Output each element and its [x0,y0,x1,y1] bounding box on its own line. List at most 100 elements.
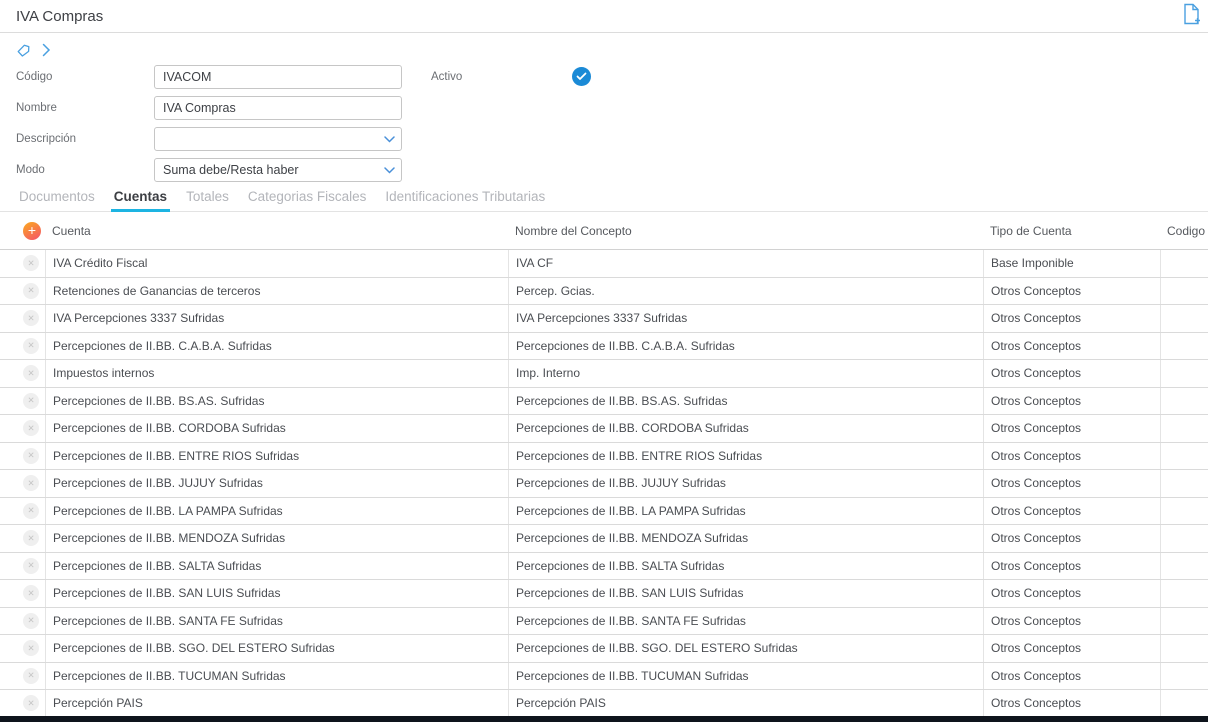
cell-tipo[interactable]: Otros Conceptos [983,497,1160,524]
cell-concepto[interactable]: Percepciones de II.BB. SANTA FE Sufridas [508,607,983,634]
cell-concepto[interactable]: Percepción PAIS [508,690,983,717]
cell-codigo[interactable] [1160,470,1208,497]
cell-concepto[interactable]: Percepciones de II.BB. TUCUMAN Sufridas [508,662,983,689]
cell-codigo[interactable] [1160,497,1208,524]
cell-concepto[interactable]: IVA CF [508,250,983,277]
cell-tipo[interactable]: Otros Conceptos [983,442,1160,469]
cell-concepto[interactable]: Percepciones de II.BB. ENTRE RIOS Sufrid… [508,442,983,469]
delete-row-button[interactable]: ✕ [23,310,39,327]
cell-cuenta[interactable]: Percepciones de II.BB. CORDOBA Sufridas [45,415,508,442]
cell-concepto[interactable]: Percepciones de II.BB. CORDOBA Sufridas [508,415,983,442]
cell-codigo[interactable] [1160,552,1208,579]
cell-codigo[interactable] [1160,525,1208,552]
codigo-input[interactable] [154,64,402,89]
cell-codigo[interactable] [1160,442,1208,469]
cell-codigo[interactable] [1160,277,1208,304]
cell-concepto[interactable]: Percepciones de II.BB. LA PAMPA Sufridas [508,497,983,524]
delete-row-button[interactable]: ✕ [23,365,39,382]
new-document-button[interactable] [1179,3,1203,29]
cell-tipo[interactable]: Otros Conceptos [983,305,1160,332]
delete-row-button[interactable]: ✕ [23,475,39,492]
cell-tipo[interactable]: Otros Conceptos [983,470,1160,497]
cell-tipo[interactable]: Otros Conceptos [983,387,1160,414]
delete-row-button[interactable]: ✕ [23,337,39,354]
descripcion-select[interactable] [154,126,402,151]
cell-tipo[interactable]: Otros Conceptos [983,690,1160,717]
cell-tipo[interactable]: Otros Conceptos [983,415,1160,442]
cell-codigo[interactable] [1160,662,1208,689]
cell-concepto[interactable]: Percep. Gcias. [508,277,983,304]
cell-concepto[interactable]: Percepciones de II.BB. SGO. DEL ESTERO S… [508,635,983,662]
cell-cuenta[interactable]: Percepciones de II.BB. SANTA FE Sufridas [45,607,508,634]
cell-tipo[interactable]: Otros Conceptos [983,277,1160,304]
cell-concepto[interactable]: Percepciones de II.BB. C.A.B.A. Sufridas [508,332,983,359]
cell-tipo[interactable]: Otros Conceptos [983,360,1160,387]
delete-row-button[interactable]: ✕ [23,420,39,437]
cell-cuenta[interactable]: Percepciones de II.BB. ENTRE RIOS Sufrid… [45,442,508,469]
cell-cuenta[interactable]: IVA Crédito Fiscal [45,250,508,277]
modo-select[interactable]: Suma debe/Resta haber [154,157,402,182]
tab-identificaciones-tributarias[interactable]: Identificaciones Tributarias [385,189,546,204]
delete-row-button[interactable]: ✕ [23,667,39,684]
tab-cuentas[interactable]: Cuentas [110,189,171,212]
cell-cuenta[interactable]: Percepciones de II.BB. SALTA Sufridas [45,552,508,579]
cell-cuenta[interactable]: IVA Percepciones 3337 Sufridas [45,305,508,332]
cell-codigo[interactable] [1160,250,1208,277]
cell-concepto[interactable]: Imp. Interno [508,360,983,387]
delete-row-button[interactable]: ✕ [23,502,39,519]
delete-row-button[interactable]: ✕ [23,557,39,574]
cell-cuenta[interactable]: Percepción PAIS [45,690,508,717]
cell-concepto[interactable]: Percepciones de II.BB. MENDOZA Sufridas [508,525,983,552]
delete-row-button[interactable]: ✕ [23,585,39,602]
cell-codigo[interactable] [1160,387,1208,414]
cell-codigo[interactable] [1160,635,1208,662]
tab-documentos[interactable]: Documentos [19,189,95,204]
tag-icon[interactable] [16,43,31,58]
cell-codigo[interactable] [1160,332,1208,359]
cell-cuenta[interactable]: Percepciones de II.BB. TUCUMAN Sufridas [45,662,508,689]
add-row-button[interactable]: + [23,221,41,240]
delete-row-button[interactable]: ✕ [23,392,39,409]
cell-tipo[interactable]: Base Imponible [983,250,1160,277]
cell-concepto[interactable]: IVA Percepciones 3337 Sufridas [508,305,983,332]
delete-row-button[interactable]: ✕ [23,695,39,712]
cell-tipo[interactable]: Otros Conceptos [983,635,1160,662]
cell-cuenta[interactable]: Percepciones de II.BB. JUJUY Sufridas [45,470,508,497]
delete-row-button[interactable]: ✕ [23,640,39,657]
cell-tipo[interactable]: Otros Conceptos [983,580,1160,607]
cell-tipo[interactable]: Otros Conceptos [983,662,1160,689]
cell-tipo[interactable]: Otros Conceptos [983,525,1160,552]
tab-categorias-fiscales[interactable]: Categorias Fiscales [247,189,367,204]
cell-codigo[interactable] [1160,690,1208,717]
nombre-input[interactable] [154,95,402,120]
cell-codigo[interactable] [1160,607,1208,634]
cell-cuenta[interactable]: Percepciones de II.BB. C.A.B.A. Sufridas [45,332,508,359]
cell-cuenta[interactable]: Percepciones de II.BB. SGO. DEL ESTERO S… [45,635,508,662]
table-row: ✕ Retenciones de Ganancias de terceros P… [0,277,1208,305]
delete-row-button[interactable]: ✕ [23,612,39,629]
cell-cuenta[interactable]: Percepciones de II.BB. SAN LUIS Sufridas [45,580,508,607]
cell-concepto[interactable]: Percepciones de II.BB. SALTA Sufridas [508,552,983,579]
cell-codigo[interactable] [1160,580,1208,607]
cell-cuenta[interactable]: Retenciones de Ganancias de terceros [45,277,508,304]
cell-cuenta[interactable]: Impuestos internos [45,360,508,387]
cell-tipo[interactable]: Otros Conceptos [983,607,1160,634]
cell-concepto[interactable]: Percepciones de II.BB. BS.AS. Sufridas [508,387,983,414]
cell-cuenta[interactable]: Percepciones de II.BB. LA PAMPA Sufridas [45,497,508,524]
delete-row-button[interactable]: ✕ [23,255,39,272]
activo-checkbox[interactable] [572,67,591,86]
cell-cuenta[interactable]: Percepciones de II.BB. BS.AS. Sufridas [45,387,508,414]
cell-codigo[interactable] [1160,305,1208,332]
delete-row-button[interactable]: ✕ [23,530,39,547]
cell-codigo[interactable] [1160,415,1208,442]
cell-codigo[interactable] [1160,360,1208,387]
cell-cuenta[interactable]: Percepciones de II.BB. MENDOZA Sufridas [45,525,508,552]
cell-tipo[interactable]: Otros Conceptos [983,332,1160,359]
tab-totales[interactable]: Totales [186,189,229,204]
cell-concepto[interactable]: Percepciones de II.BB. JUJUY Sufridas [508,470,983,497]
chevron-right-icon[interactable] [42,43,51,57]
cell-tipo[interactable]: Otros Conceptos [983,552,1160,579]
cell-concepto[interactable]: Percepciones de II.BB. SAN LUIS Sufridas [508,580,983,607]
delete-row-button[interactable]: ✕ [23,447,39,464]
delete-row-button[interactable]: ✕ [23,282,39,299]
